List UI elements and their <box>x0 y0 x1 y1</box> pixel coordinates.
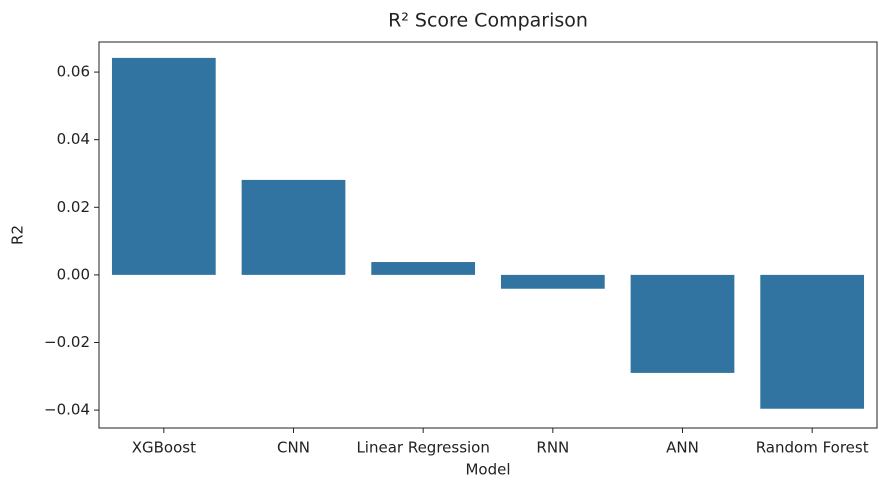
y-tick-label: 0.00 <box>57 265 90 283</box>
x-tick-label: ANN <box>666 439 699 457</box>
bar <box>760 274 865 409</box>
chart-title: R² Score Comparison <box>388 10 588 32</box>
bar <box>630 274 735 373</box>
bar <box>500 274 605 289</box>
y-axis-label: R2 <box>9 225 27 245</box>
y-tick-label: 0.06 <box>57 63 90 81</box>
x-tick-label: Linear Regression <box>356 439 489 457</box>
x-tick-label: CNN <box>277 439 310 457</box>
x-tick-label: XGBoost <box>132 439 196 457</box>
x-tick-label: RNN <box>536 439 569 457</box>
plot-frame <box>98 41 878 429</box>
y-tick-label: 0.04 <box>57 130 90 148</box>
bar <box>371 262 476 275</box>
y-tick-label: −0.02 <box>44 333 90 351</box>
x-axis-label: Model <box>465 461 510 479</box>
bar <box>111 57 216 275</box>
y-tick-label: −0.04 <box>44 401 90 419</box>
bar <box>241 179 346 275</box>
y-tick-label: 0.02 <box>57 198 90 216</box>
x-tick-label: Random Forest <box>756 439 869 457</box>
